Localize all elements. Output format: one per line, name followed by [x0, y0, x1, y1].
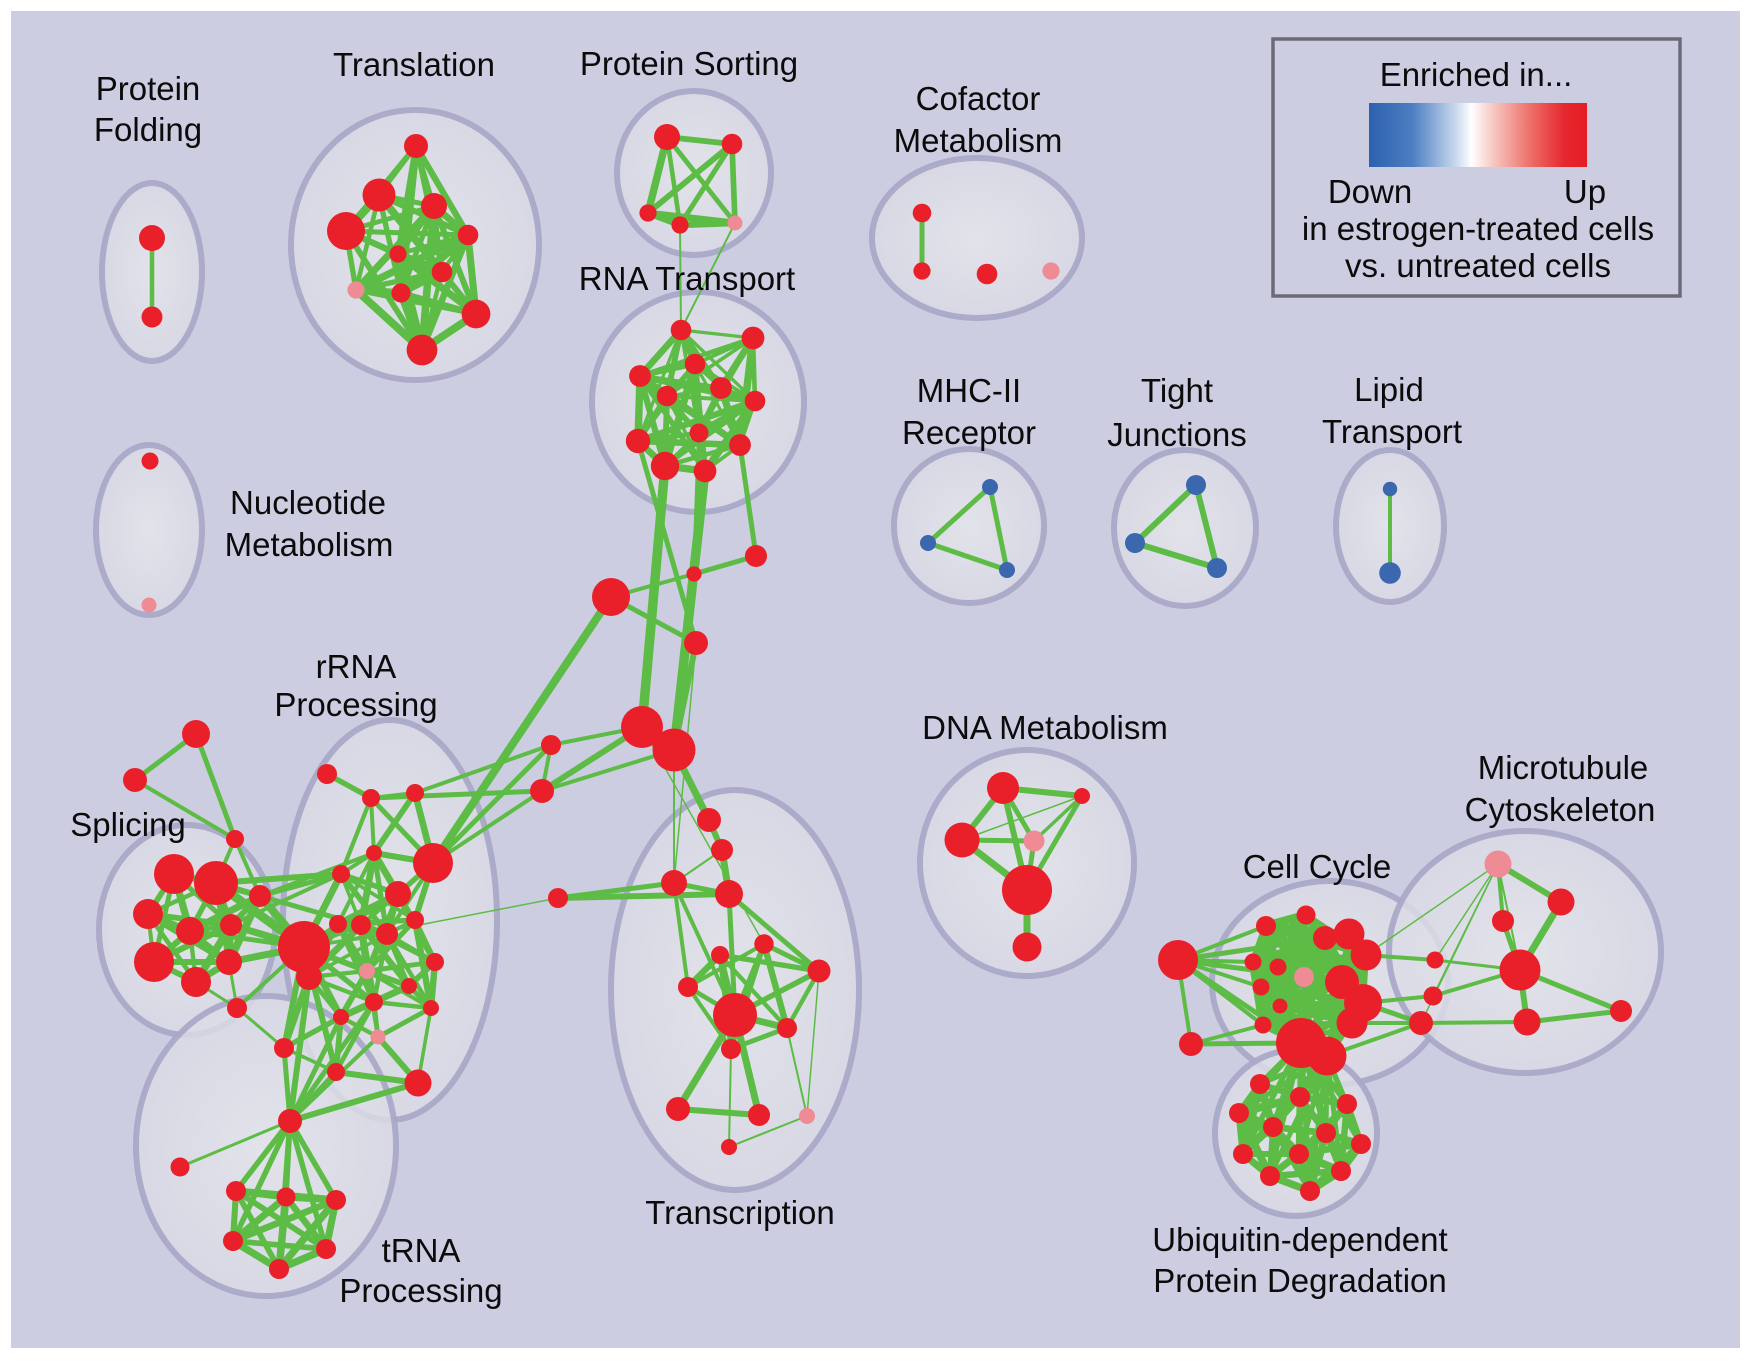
svg-text:Metabolism: Metabolism: [894, 122, 1063, 159]
svg-text:Transcription: Transcription: [645, 1194, 835, 1231]
svg-text:Lipid: Lipid: [1354, 371, 1424, 408]
svg-text:DNA Metabolism: DNA Metabolism: [922, 709, 1168, 746]
svg-text:Down: Down: [1328, 173, 1412, 210]
svg-text:RNA Transport: RNA Transport: [579, 260, 795, 297]
svg-text:Nucleotide: Nucleotide: [230, 484, 386, 521]
svg-text:Enriched in...: Enriched in...: [1380, 56, 1573, 93]
svg-text:Splicing: Splicing: [70, 806, 186, 843]
svg-text:Cofactor: Cofactor: [916, 80, 1041, 117]
svg-text:Microtubule: Microtubule: [1478, 749, 1649, 786]
svg-text:Metabolism: Metabolism: [225, 526, 394, 563]
svg-text:Tight: Tight: [1141, 372, 1213, 409]
svg-text:Up: Up: [1564, 173, 1606, 210]
svg-text:Cytoskeleton: Cytoskeleton: [1465, 791, 1656, 828]
svg-text:Junctions: Junctions: [1107, 416, 1246, 453]
svg-text:Protein Sorting: Protein Sorting: [580, 45, 798, 82]
svg-text:Cell Cycle: Cell Cycle: [1243, 848, 1392, 885]
svg-text:Receptor: Receptor: [902, 414, 1036, 451]
svg-text:Transport: Transport: [1322, 413, 1462, 450]
svg-text:tRNA: tRNA: [382, 1232, 461, 1269]
svg-text:MHC-II: MHC-II: [917, 372, 1021, 409]
svg-text:rRNA: rRNA: [316, 648, 397, 685]
svg-text:vs. untreated cells: vs. untreated cells: [1345, 247, 1611, 284]
svg-text:Processing: Processing: [274, 686, 437, 723]
svg-text:Processing: Processing: [339, 1272, 502, 1309]
svg-text:Ubiquitin-dependent: Ubiquitin-dependent: [1152, 1221, 1447, 1258]
svg-text:Protein: Protein: [96, 70, 201, 107]
svg-text:Folding: Folding: [94, 111, 202, 148]
svg-text:Translation: Translation: [333, 46, 495, 83]
svg-text:Protein Degradation: Protein Degradation: [1153, 1262, 1447, 1299]
svg-text:in estrogen-treated cells: in estrogen-treated cells: [1302, 210, 1654, 247]
